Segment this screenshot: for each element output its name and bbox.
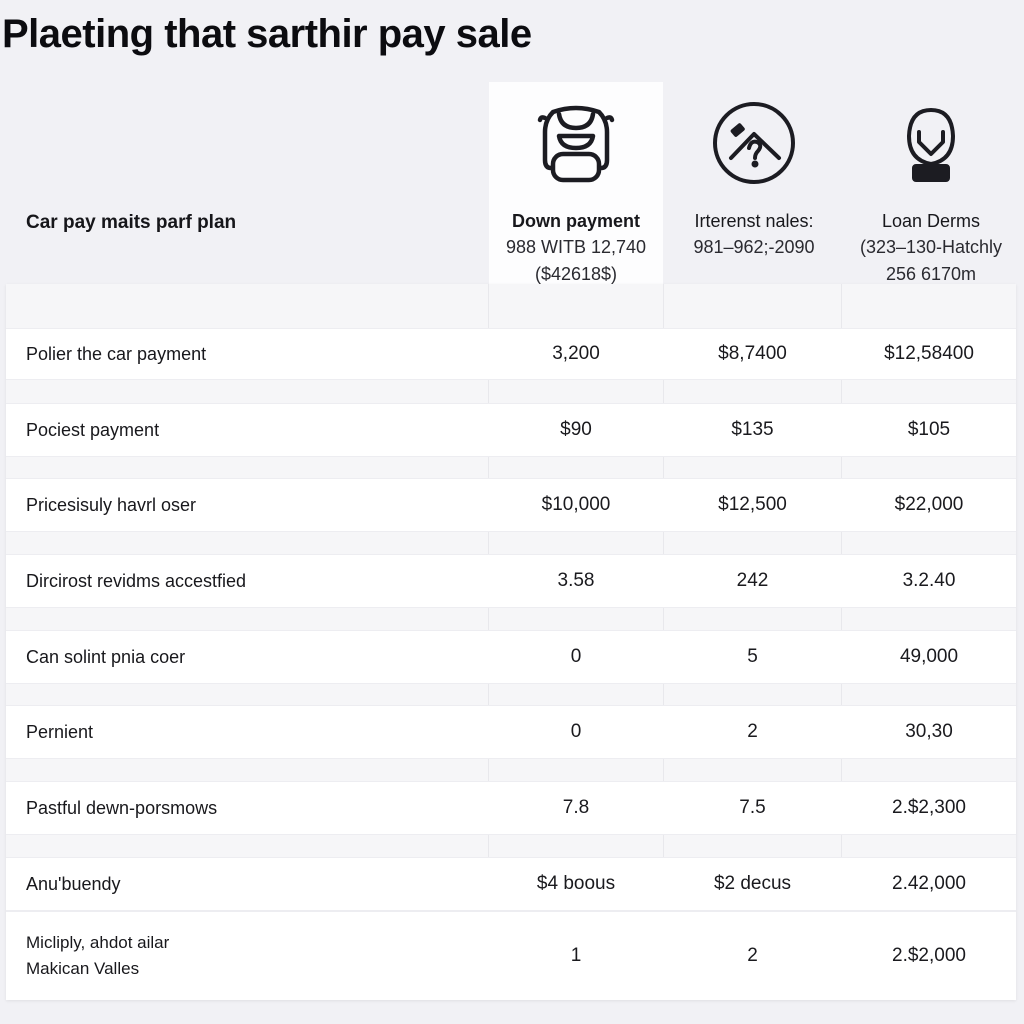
column-subtitle: ($42618$) bbox=[534, 264, 618, 284]
column-header-loan-terms: Loan Derms (323–130-Hatchly 256 6170m bbox=[844, 82, 1018, 284]
column-header-interest-rates: Irterenst nales: 981–962;-2090 bbox=[664, 82, 844, 284]
house-question-circle-icon bbox=[709, 98, 799, 188]
cell-down-payment: $90 bbox=[560, 419, 592, 440]
cell-loan-terms: $105 bbox=[907, 419, 951, 440]
plan-header-label: Car pay maits parf plan bbox=[26, 212, 237, 233]
row-label: Polier the car payment bbox=[26, 344, 207, 364]
cell-loan-terms: 49,000 bbox=[899, 646, 959, 667]
shield-seat-icon bbox=[886, 98, 976, 188]
row-label: Micliply, ahdot ailar bbox=[26, 933, 170, 952]
cell-down-payment: 0 bbox=[570, 646, 582, 667]
cell-down-payment: 1 bbox=[570, 945, 582, 966]
row-label: Anu'buendy bbox=[26, 874, 121, 894]
page-title: Plaeting that sarthir pay sale bbox=[2, 12, 532, 56]
cell-loan-terms: 30,30 bbox=[905, 721, 953, 742]
cell-down-payment: 7.8 bbox=[562, 797, 590, 818]
table-row: Pernient 0 2 30,30 bbox=[6, 705, 1016, 759]
cell-loan-terms: 2.$2,300 bbox=[892, 797, 966, 818]
cell-interest-rates: $2 decus bbox=[713, 873, 792, 894]
table-row: Pastful dewn-porsmows 7.8 7.5 2.$2,300 bbox=[6, 781, 1016, 835]
row-label-line2: Makican Valles bbox=[26, 959, 140, 978]
row-label: Pernient bbox=[26, 722, 94, 742]
column-subtitle: 256 6170m bbox=[885, 264, 977, 284]
table-row: Dircirost revidms accestfied 3.58 242 3.… bbox=[6, 554, 1016, 608]
cell-loan-terms: $22,000 bbox=[894, 494, 964, 515]
cell-interest-rates: 2 bbox=[747, 945, 758, 966]
car-front-icon bbox=[531, 98, 621, 188]
cell-down-payment: $4 boous bbox=[536, 873, 616, 894]
row-label: Can solint pnia coer bbox=[26, 647, 186, 667]
table-row: Pricesisuly havrl oser $10,000 $12,500 $… bbox=[6, 478, 1016, 532]
table-row: Can solint pnia coer 0 5 49,000 bbox=[6, 630, 1016, 684]
column-subtitle: 981–962;-2090 bbox=[693, 237, 815, 257]
cell-interest-rates: 242 bbox=[736, 570, 769, 591]
cell-loan-terms: $12,58400 bbox=[884, 343, 974, 364]
cell-interest-rates: $8,7400 bbox=[718, 343, 787, 364]
cell-interest-rates: 7.5 bbox=[739, 797, 766, 818]
row-label: Dircirost revidms accestfied bbox=[26, 571, 247, 591]
table-row: Pociest payment $90 $135 $105 bbox=[6, 403, 1016, 457]
cell-loan-terms: 2.$2,000 bbox=[892, 945, 966, 966]
column-header-down-payment: Down payment 988 WITB 12,740 ($42618$) bbox=[489, 82, 663, 284]
row-label: Pricesisuly havrl oser bbox=[26, 495, 197, 515]
column-subtitle: (323–130-Hatchly bbox=[859, 237, 1003, 257]
table-row: Micliply, ahdot ailar Makican Valles 1 2… bbox=[6, 911, 1016, 1000]
column-title: Loan Derms bbox=[881, 211, 981, 231]
column-subtitle: 988 WITB 12,740 bbox=[505, 237, 647, 257]
cell-interest-rates: 2 bbox=[747, 721, 758, 742]
cell-interest-rates: $12,500 bbox=[718, 494, 787, 515]
column-title: Down payment bbox=[511, 211, 640, 231]
comparison-table: Polier the car payment 3,200 $8,7400 $12… bbox=[6, 284, 1016, 1000]
cell-down-payment: 3.58 bbox=[557, 570, 595, 591]
cell-loan-terms: 2.42,000 bbox=[892, 873, 966, 894]
cell-down-payment: 3,200 bbox=[552, 343, 600, 364]
cell-interest-rates: 5 bbox=[747, 646, 758, 667]
table-row: Polier the car payment 3,200 $8,7400 $12… bbox=[6, 328, 1016, 380]
cell-loan-terms: 3.2.40 bbox=[902, 570, 956, 591]
cell-interest-rates: $135 bbox=[731, 419, 774, 440]
column-title: Irterenst nales: bbox=[694, 211, 814, 231]
cell-down-payment: $10,000 bbox=[541, 494, 611, 515]
cell-down-payment: 0 bbox=[570, 721, 582, 742]
table-row: Anu'buendy $4 boous $2 decus 2.42,000 bbox=[6, 857, 1016, 911]
row-label: Pociest payment bbox=[26, 420, 160, 440]
row-label: Pastful dewn-porsmows bbox=[26, 798, 218, 818]
